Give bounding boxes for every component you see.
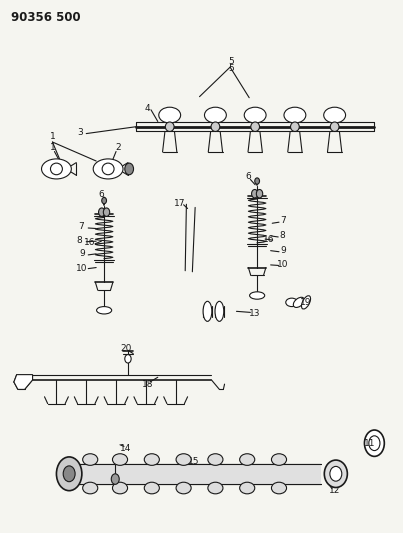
Circle shape — [99, 208, 105, 216]
Text: 17: 17 — [174, 199, 185, 208]
Text: 1: 1 — [50, 132, 55, 141]
Text: 90356 500: 90356 500 — [11, 11, 80, 23]
Ellipse shape — [244, 107, 266, 123]
Text: 8: 8 — [77, 236, 82, 245]
Ellipse shape — [144, 454, 159, 465]
Ellipse shape — [293, 297, 304, 308]
Circle shape — [102, 197, 106, 204]
Circle shape — [103, 208, 110, 216]
Circle shape — [255, 178, 260, 184]
Ellipse shape — [176, 454, 191, 465]
Text: 1: 1 — [50, 143, 55, 152]
Ellipse shape — [240, 482, 255, 494]
Ellipse shape — [208, 454, 223, 465]
Ellipse shape — [112, 454, 128, 465]
Circle shape — [125, 163, 133, 175]
Ellipse shape — [208, 482, 223, 494]
Ellipse shape — [102, 163, 114, 175]
Ellipse shape — [240, 454, 255, 465]
Ellipse shape — [165, 122, 174, 132]
Text: 10: 10 — [277, 260, 289, 269]
Circle shape — [111, 474, 119, 484]
Text: 9: 9 — [280, 246, 286, 255]
Ellipse shape — [204, 107, 226, 123]
Ellipse shape — [211, 122, 220, 132]
Text: 11: 11 — [364, 439, 375, 448]
Text: 16: 16 — [84, 238, 95, 247]
Text: 9: 9 — [79, 249, 85, 259]
Ellipse shape — [286, 298, 298, 306]
Text: 16: 16 — [262, 235, 274, 244]
Ellipse shape — [83, 454, 98, 465]
Text: 15: 15 — [188, 457, 199, 466]
Circle shape — [364, 430, 384, 456]
Text: 2: 2 — [115, 143, 121, 152]
Text: 3: 3 — [77, 127, 83, 136]
Ellipse shape — [93, 159, 123, 179]
Text: 13: 13 — [249, 310, 261, 319]
Text: 10: 10 — [76, 264, 87, 272]
Ellipse shape — [324, 460, 347, 488]
Ellipse shape — [83, 482, 98, 494]
Bar — [72, 464, 321, 484]
Text: 6: 6 — [98, 190, 104, 199]
Ellipse shape — [301, 296, 311, 309]
Text: 14: 14 — [120, 444, 132, 453]
Circle shape — [369, 436, 380, 450]
Ellipse shape — [97, 306, 112, 314]
Ellipse shape — [50, 163, 62, 175]
Text: 12: 12 — [329, 486, 340, 495]
Ellipse shape — [176, 482, 191, 494]
Text: 19: 19 — [300, 298, 312, 307]
Ellipse shape — [159, 107, 181, 123]
Circle shape — [256, 190, 263, 198]
Ellipse shape — [330, 122, 339, 132]
Ellipse shape — [42, 159, 71, 179]
Ellipse shape — [330, 466, 342, 481]
Polygon shape — [14, 375, 33, 390]
Text: 4: 4 — [145, 104, 151, 113]
Ellipse shape — [215, 301, 224, 321]
Text: 6: 6 — [245, 172, 251, 181]
Ellipse shape — [324, 107, 346, 123]
Ellipse shape — [249, 292, 265, 299]
Circle shape — [56, 457, 82, 491]
Text: 7: 7 — [280, 216, 286, 225]
Circle shape — [251, 190, 258, 198]
Ellipse shape — [272, 454, 287, 465]
Ellipse shape — [144, 482, 159, 494]
Ellipse shape — [272, 482, 287, 494]
Circle shape — [125, 354, 131, 363]
Text: 18: 18 — [142, 380, 154, 389]
Text: 5: 5 — [229, 57, 234, 66]
Ellipse shape — [251, 122, 260, 132]
Ellipse shape — [203, 301, 212, 321]
Circle shape — [63, 466, 75, 482]
Text: 5: 5 — [229, 64, 234, 73]
Text: 8: 8 — [279, 231, 285, 240]
Ellipse shape — [291, 122, 299, 132]
Ellipse shape — [284, 107, 306, 123]
Text: 7: 7 — [79, 222, 84, 231]
Ellipse shape — [112, 482, 128, 494]
Text: 20: 20 — [120, 344, 132, 353]
